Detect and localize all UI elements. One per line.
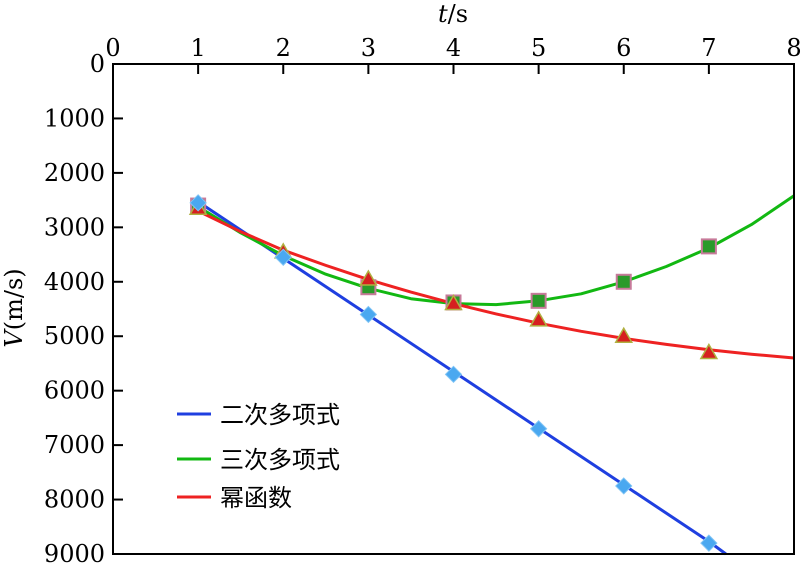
marker-layer xyxy=(188,194,719,552)
y-tick-label: 1000 xyxy=(44,104,105,132)
diamond-marker xyxy=(700,534,718,552)
x-tick-label: 5 xyxy=(531,34,546,62)
x-tick-label: 6 xyxy=(616,34,631,62)
triangle-marker xyxy=(444,294,463,311)
y-tick-label: 2000 xyxy=(44,159,105,187)
x-tick-label: 7 xyxy=(701,34,716,62)
x-tick-label: 0 xyxy=(105,34,120,62)
x-tick-label: 4 xyxy=(446,34,461,62)
tick-layer: 0 1 2 3 4 5 6 7 8 0 1000 2000 3000 4000 5000 6000 7000 80… xyxy=(44,34,801,565)
y-tick-label: 3000 xyxy=(44,213,105,241)
y-tick-label: 9000 xyxy=(44,540,105,565)
series-line-cubic xyxy=(197,194,795,307)
x-tick-label: 1 xyxy=(190,34,205,62)
y-tick-label: 4000 xyxy=(44,268,105,296)
series-layer xyxy=(197,194,795,556)
legend-label-quadratic: 二次多项式 xyxy=(220,401,340,429)
y-tick-label: 6000 xyxy=(44,377,105,405)
triangle-marker xyxy=(614,326,634,343)
legend: 二次多项式 三次多项式 幂函数 xyxy=(177,401,340,512)
diamond-marker xyxy=(189,194,207,212)
y-tick-label: 7000 xyxy=(44,431,105,459)
series-line-quadratic xyxy=(197,200,727,556)
diamond-marker xyxy=(359,305,378,324)
diamond-marker xyxy=(274,248,292,266)
square-marker xyxy=(700,238,717,255)
series-line-power xyxy=(197,209,795,360)
diamond-marker xyxy=(529,420,548,438)
legend-label-cubic: 三次多项式 xyxy=(220,446,340,474)
diamond-marker xyxy=(615,477,633,495)
diamond-marker xyxy=(444,365,463,384)
legend-label-power: 幂函数 xyxy=(220,484,292,512)
y-tick-label: 0 xyxy=(90,50,105,78)
y-axis-title: V(m/s) xyxy=(0,268,28,347)
x-tick-label: 3 xyxy=(361,34,376,62)
triangle-marker xyxy=(529,310,548,327)
x-axis-title: t/s xyxy=(438,0,468,28)
y-tick-label: 5000 xyxy=(44,322,105,350)
x-tick-label: 8 xyxy=(786,34,801,62)
x-tick-label: 2 xyxy=(276,34,291,62)
triangle-marker xyxy=(359,269,378,286)
square-marker xyxy=(615,273,632,290)
y-tick-label: 8000 xyxy=(44,486,105,514)
square-marker xyxy=(530,292,547,309)
triangle-marker xyxy=(699,343,719,360)
